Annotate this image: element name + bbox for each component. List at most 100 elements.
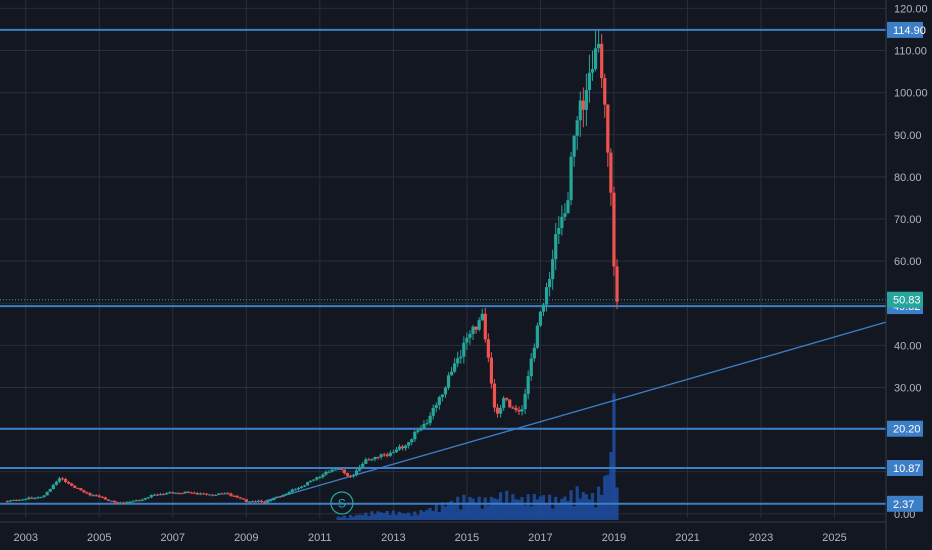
candle-body xyxy=(152,494,157,496)
candle-body xyxy=(94,495,98,497)
candle-body xyxy=(548,279,552,288)
candle-body xyxy=(137,500,141,502)
volume-bar xyxy=(563,496,567,520)
candle-body xyxy=(388,452,392,456)
candle-body xyxy=(278,496,282,498)
candle-body xyxy=(63,478,68,482)
candle-body xyxy=(149,495,153,498)
candle-body xyxy=(253,501,258,503)
trendline[interactable] xyxy=(264,321,887,502)
candle-body xyxy=(128,501,132,503)
candle-body xyxy=(146,497,150,499)
volume-bar xyxy=(535,499,539,520)
candle-body xyxy=(477,320,481,330)
volume-bar xyxy=(606,474,610,520)
candle-body xyxy=(520,409,524,412)
volume-bar xyxy=(397,511,402,520)
volume-bar xyxy=(587,499,592,520)
event-marker-circle[interactable] xyxy=(330,491,354,515)
candle-body xyxy=(434,404,438,408)
candle-body xyxy=(241,498,245,500)
volume-bar xyxy=(385,510,389,520)
volume-bar xyxy=(495,499,500,520)
candle-body xyxy=(70,483,74,486)
price-badge xyxy=(887,291,923,308)
volume-bar xyxy=(498,492,503,520)
volume-bars xyxy=(336,393,619,520)
candle-body xyxy=(275,496,279,498)
volume-bar xyxy=(345,517,350,520)
candle-body xyxy=(425,423,429,425)
horizontal-levels[interactable] xyxy=(0,28,886,505)
volume-bar xyxy=(517,499,521,520)
volume-bar xyxy=(520,496,524,520)
candle-body xyxy=(256,500,261,502)
candle-body xyxy=(269,500,273,502)
volume-bar xyxy=(532,493,536,520)
candle-body xyxy=(14,499,19,501)
volume-bar xyxy=(413,511,417,520)
event-marker[interactable]: S xyxy=(330,491,354,515)
candle-body xyxy=(603,78,607,105)
candle-body xyxy=(24,499,28,501)
candle-body xyxy=(88,493,92,496)
candle-body xyxy=(606,104,610,153)
volume-bar xyxy=(388,514,392,520)
candle-body xyxy=(345,473,350,476)
volume-bar xyxy=(560,498,564,520)
price-badge-label: 20.20 xyxy=(893,424,921,436)
candle-body xyxy=(517,409,521,412)
volume-bar xyxy=(566,501,570,520)
volume-bar xyxy=(526,494,530,520)
volume-bar xyxy=(548,494,552,520)
candle-body xyxy=(103,497,107,500)
candle-body xyxy=(177,492,181,494)
candle-body xyxy=(330,469,334,472)
candle-body xyxy=(18,499,22,501)
candle-body xyxy=(42,495,46,498)
candle-body xyxy=(198,493,202,495)
candle-body xyxy=(302,485,307,487)
candle-body xyxy=(11,499,16,501)
trendline-group[interactable] xyxy=(264,321,887,502)
candle-body xyxy=(382,454,386,456)
price-badge xyxy=(887,420,923,437)
candle-body xyxy=(590,69,595,73)
candle-body xyxy=(465,337,469,343)
candle-body xyxy=(453,363,457,372)
candle-body xyxy=(143,498,147,500)
candle-body xyxy=(557,228,561,235)
candle-body xyxy=(351,474,356,477)
x-tick-label: 2015 xyxy=(455,532,479,544)
candle-body xyxy=(492,383,497,408)
volume-bar xyxy=(351,516,356,520)
candle-body xyxy=(27,497,31,500)
candle-body xyxy=(431,407,435,416)
candle-body xyxy=(51,484,55,489)
candle-body xyxy=(358,466,362,471)
candle-body xyxy=(5,501,9,503)
volume-bar xyxy=(511,494,515,520)
candle-body xyxy=(180,493,184,495)
candle-body xyxy=(91,495,95,497)
candle-body xyxy=(155,494,160,496)
volume-bar xyxy=(584,494,588,520)
candle-body xyxy=(511,407,515,409)
volume-bar xyxy=(465,502,469,520)
candle-body xyxy=(21,499,25,501)
candle-body xyxy=(459,356,463,359)
volume-bar xyxy=(612,393,616,520)
candle-body xyxy=(235,495,239,498)
candle-body xyxy=(134,500,138,502)
candle-body xyxy=(250,501,255,503)
x-tick-label: 2025 xyxy=(822,532,846,544)
volume-bar xyxy=(489,496,494,520)
volume-bar xyxy=(456,496,460,520)
y-tick-label: 70.00 xyxy=(894,214,922,226)
candle-body xyxy=(489,357,494,384)
volume-bar xyxy=(361,515,365,520)
x-tick-label: 2007 xyxy=(161,532,185,544)
candle-body xyxy=(428,415,432,424)
candle-body xyxy=(364,459,368,464)
